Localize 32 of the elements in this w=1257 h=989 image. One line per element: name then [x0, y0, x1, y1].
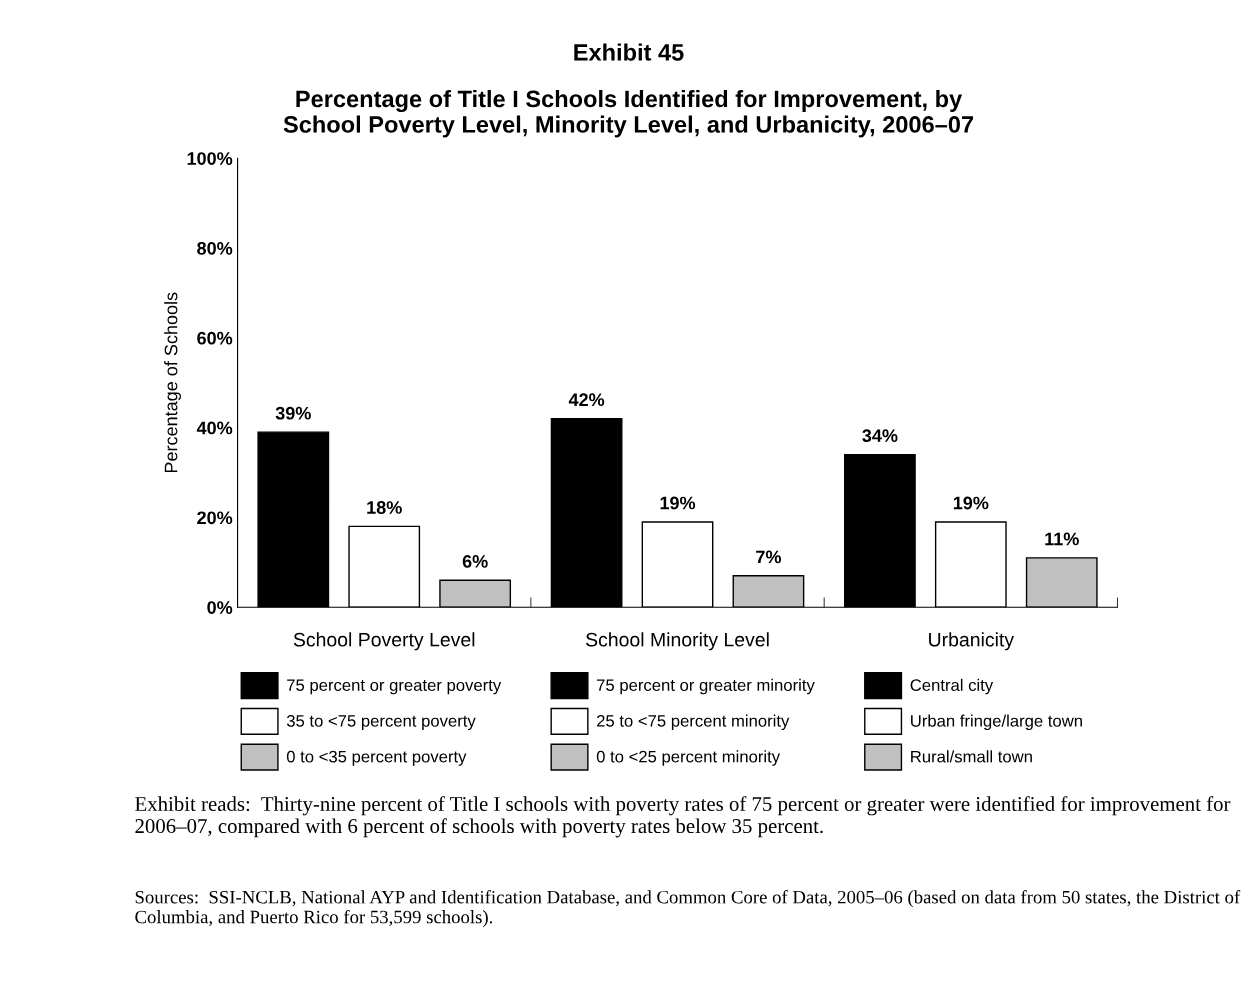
- legend-label: 35 to <75 percent poverty: [286, 714, 476, 731]
- y-axis-title: Percentage of Schools: [164, 292, 181, 473]
- y-tick-label: 80%: [197, 241, 233, 255]
- y-tick-label: 20%: [197, 511, 233, 525]
- data-label: 19%: [953, 496, 989, 510]
- x-tick-label: Urbanicity: [929, 632, 1015, 651]
- legend-label: 25 to <75 percent minority: [597, 714, 790, 731]
- y-tick-label: 0%: [207, 601, 233, 614]
- y-tick-label: 100%: [187, 152, 233, 165]
- data-label: 39%: [275, 406, 311, 420]
- legend-label: Urban fringe/large town: [911, 714, 1082, 731]
- data-label: 11%: [1045, 532, 1079, 546]
- chart-title: Exhibit 45: [574, 43, 684, 61]
- data-label: 6%: [462, 554, 488, 568]
- legend-label: 0 to <25 percent minority: [596, 750, 781, 766]
- data-label: 7%: [756, 550, 782, 564]
- x-tick-label: School Poverty Level: [293, 632, 475, 651]
- legend-label: 75 percent or greater poverty: [287, 679, 502, 695]
- legend-label: 0 to <35 percent poverty: [286, 750, 467, 766]
- legend-label: 75 percent or greater minority: [597, 678, 815, 695]
- data-label: 18%: [367, 501, 402, 514]
- chart-subtitle: Percentage of Title I Schools Identified for Improvement, by School Poverty Level, Minority Level, and Urbanicity, 2006–07: [283, 89, 974, 138]
- y-tick-label: 60%: [197, 331, 233, 345]
- source-note: Sources: SSI-NCLB, National AYP and Identification Database, and Common Core of Data, 2005–06 (based on data from 50 states, the District of Columbia, and Puerto Rico for 53,599 schools).: [135, 890, 1241, 928]
- legend-label: Rural/small town: [911, 750, 1032, 763]
- data-label: 34%: [862, 429, 898, 443]
- legend-label: Central city: [910, 678, 994, 695]
- x-tick-label: School Minority Level: [586, 632, 769, 651]
- data-label: 42%: [568, 393, 605, 407]
- text: Exhibit reads: Thirty-nine percent of Title I schools with poverty rates of 75 percent or greater were identified for improvement for 2006–07, compared with 6 percent of schools with poverty rates below 35 percent.: [135, 796, 1231, 838]
- y-tick-label: 40%: [196, 421, 233, 435]
- data-label: 19%: [660, 496, 696, 510]
